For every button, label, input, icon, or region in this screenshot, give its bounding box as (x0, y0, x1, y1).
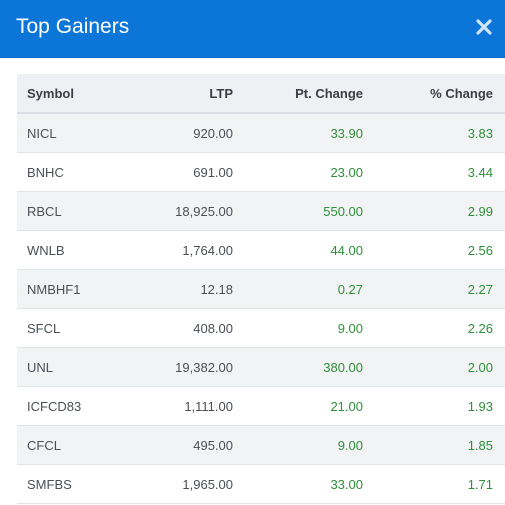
cell-symbol: UNL (27, 359, 54, 375)
table-row[interactable]: RBCL 18,925.00 550.00 2.99 (17, 191, 505, 231)
cell-pct-change: 1.93 (467, 398, 493, 414)
cell-symbol: RBCL (27, 203, 62, 219)
cell-pct-change: 3.44 (467, 164, 493, 180)
table-body: NICL 920.00 33.90 3.83 BNHC 691.00 23.00 3.44 RB… (17, 113, 505, 504)
cell-symbol: SMFBS (27, 476, 72, 492)
cell-pt-change: 550.00 (323, 203, 363, 219)
cell-ltp: 495.00 (193, 437, 233, 453)
modal-header: Top Gainers (0, 0, 505, 58)
column-header-pt-change[interactable]: Pt. Change (233, 74, 363, 114)
cell-ltp: 1,111.00 (184, 398, 233, 414)
table-row[interactable]: WNLB 1,764.00 44.00 2.56 (17, 230, 505, 270)
cell-pt-change: 9.00 (337, 437, 363, 453)
cell-symbol: CFCL (27, 437, 61, 453)
cell-pt-change: 9.00 (337, 320, 363, 336)
cell-pt-change: 21.00 (330, 398, 363, 414)
cell-pct-change: 2.27 (467, 281, 493, 297)
cell-ltp: 920.00 (193, 125, 233, 141)
cell-ltp: 12.18 (200, 281, 233, 297)
cell-symbol: NICL (27, 125, 57, 141)
table-header: Symbol LTP Pt. Change % Change (17, 74, 505, 114)
cell-ltp: 19,382.00 (175, 359, 233, 375)
table-row[interactable]: NICL 920.00 33.90 3.83 (17, 113, 505, 153)
cell-pct-change: 1.85 (467, 437, 493, 453)
table-row[interactable]: UNL 19,382.00 380.00 2.00 (17, 347, 505, 387)
close-button[interactable] (473, 16, 495, 38)
table-row[interactable]: ICFCD83 1,111.00 21.00 1.93 (17, 386, 505, 426)
cell-pct-change: 1.71 (467, 476, 493, 492)
cell-ltp: 408.00 (193, 320, 233, 336)
cell-symbol: SFCL (27, 320, 61, 336)
cell-pt-change: 380.00 (323, 359, 363, 375)
gainers-table: Symbol LTP Pt. Change % Change NICL 920.0… (17, 74, 505, 504)
cell-pct-change: 3.83 (467, 125, 493, 141)
table-row[interactable]: BNHC 691.00 23.00 3.44 (17, 152, 505, 192)
cell-pct-change: 2.99 (467, 203, 493, 219)
cell-symbol: NMBHF1 (27, 281, 81, 297)
cell-ltp: 1,764.00 (182, 242, 233, 258)
cell-ltp: 1,965.00 (182, 476, 233, 492)
table-row[interactable]: CFCL 495.00 9.00 1.85 (17, 425, 505, 465)
header-row: Symbol LTP Pt. Change % Change (17, 74, 505, 114)
column-header-pct-change[interactable]: % Change (363, 74, 505, 114)
cell-pt-change: 23.00 (330, 164, 363, 180)
cell-ltp: 691.00 (193, 164, 233, 180)
modal-title: Top Gainers (16, 15, 130, 38)
gainers-table-container: Symbol LTP Pt. Change % Change NICL 920.0… (17, 74, 505, 504)
column-header-ltp[interactable]: LTP (107, 74, 233, 114)
cell-pct-change: 2.00 (467, 359, 493, 375)
cell-pt-change: 33.90 (330, 125, 363, 141)
cell-ltp: 18,925.00 (175, 203, 233, 219)
cell-pct-change: 2.56 (467, 242, 493, 258)
cell-symbol: WNLB (27, 242, 65, 258)
table-row[interactable]: NMBHF1 12.18 0.27 2.27 (17, 269, 505, 309)
cell-pt-change: 0.27 (337, 281, 363, 297)
cell-pt-change: 33.00 (330, 476, 363, 492)
cell-symbol: ICFCD83 (27, 398, 82, 414)
cell-symbol: BNHC (27, 164, 64, 180)
cell-pt-change: 44.00 (330, 242, 363, 258)
table-row[interactable]: SMFBS 1,965.00 33.00 1.71 (17, 464, 505, 504)
close-icon (476, 19, 492, 35)
column-header-symbol[interactable]: Symbol (17, 74, 107, 114)
cell-pct-change: 2.26 (467, 320, 493, 336)
table-row[interactable]: SFCL 408.00 9.00 2.26 (17, 308, 505, 348)
